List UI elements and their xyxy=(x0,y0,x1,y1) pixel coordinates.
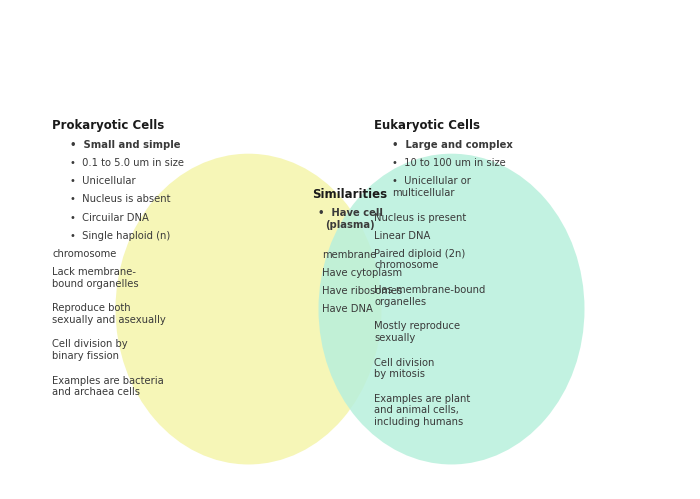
Text: •  Nucleus is absent: • Nucleus is absent xyxy=(70,195,171,205)
Text: Have DNA: Have DNA xyxy=(322,304,373,314)
Text: Cell division by
binary fission: Cell division by binary fission xyxy=(52,339,128,361)
Text: Has membrane-bound
organelles: Has membrane-bound organelles xyxy=(374,285,486,307)
Text: Prokaryotic and Eukaryotic Cells Venn Diagram: Prokaryotic and Eukaryotic Cells Venn Di… xyxy=(16,21,684,46)
Text: Have cytoplasm: Have cytoplasm xyxy=(322,268,402,278)
Text: Examples are plant
and animal cells,
including humans: Examples are plant and animal cells, inc… xyxy=(374,394,470,427)
Text: Linear DNA: Linear DNA xyxy=(374,231,431,241)
Text: Reproduce both
sexually and asexually: Reproduce both sexually and asexually xyxy=(52,303,167,325)
Text: •  10 to 100 um in size: • 10 to 100 um in size xyxy=(392,158,505,168)
Text: membrane: membrane xyxy=(322,250,377,260)
Ellipse shape xyxy=(318,154,584,465)
Text: •  Unicellular: • Unicellular xyxy=(70,176,136,186)
Text: chromosome: chromosome xyxy=(52,249,117,259)
Text: Lack membrane-
bound organelles: Lack membrane- bound organelles xyxy=(52,267,139,288)
Text: Cell division
by mitosis: Cell division by mitosis xyxy=(374,358,435,379)
Text: •  Small and simple: • Small and simple xyxy=(70,140,181,150)
Text: Examples are bacteria
and archaea cells: Examples are bacteria and archaea cells xyxy=(52,376,164,397)
Text: Have ribosomes: Have ribosomes xyxy=(322,286,402,296)
Text: Eukaryotic Cells: Eukaryotic Cells xyxy=(374,119,480,132)
Ellipse shape xyxy=(116,154,382,465)
Text: Similarities: Similarities xyxy=(312,188,388,201)
Text: •  0.1 to 5.0 um in size: • 0.1 to 5.0 um in size xyxy=(70,158,184,168)
Text: Prokaryotic Cells: Prokaryotic Cells xyxy=(52,119,164,132)
Text: •  Unicellular or
multicellular: • Unicellular or multicellular xyxy=(392,176,471,198)
Text: •  Single haploid (n): • Single haploid (n) xyxy=(70,231,170,241)
Text: Nucleus is present: Nucleus is present xyxy=(374,213,467,223)
Text: •  Large and complex: • Large and complex xyxy=(392,140,513,150)
Text: •  Have cell
(plasma): • Have cell (plasma) xyxy=(318,208,382,230)
Text: Paired diploid (2n)
chromosome: Paired diploid (2n) chromosome xyxy=(374,249,466,270)
Text: •  Circuilar DNA: • Circuilar DNA xyxy=(70,213,149,223)
Text: Mostly reproduce
sexually: Mostly reproduce sexually xyxy=(374,321,461,343)
